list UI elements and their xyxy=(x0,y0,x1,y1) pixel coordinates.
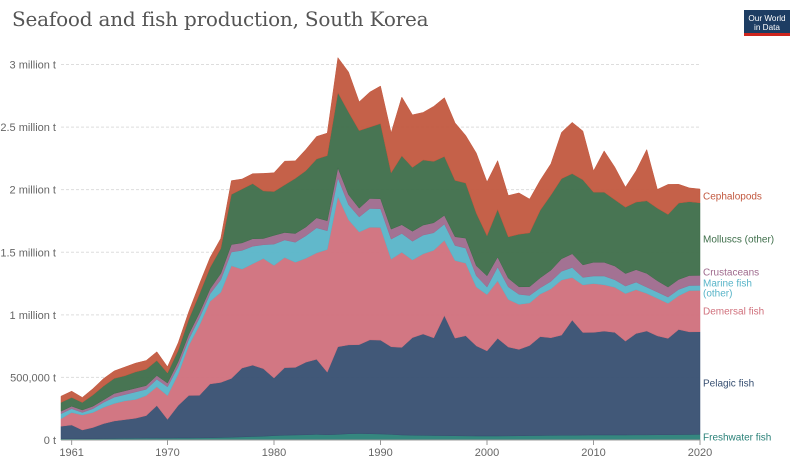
series-areas xyxy=(60,56,701,441)
x-tick-label: 2010 xyxy=(581,447,605,459)
logo-line-1: Our World xyxy=(748,14,786,23)
series-label[interactable]: Marine fish (other) xyxy=(703,278,752,299)
x-tick-label: 1990 xyxy=(368,447,392,459)
y-tick-label: 1.5 million t xyxy=(0,247,56,259)
x-tick-label: 2000 xyxy=(475,447,499,459)
logo-line-2: in Data xyxy=(754,23,780,32)
axes: 0 t 500,000 t 1 million t 1.5 million t 2 mi… xyxy=(0,60,712,459)
y-tick-label: 2.5 million t xyxy=(0,122,56,134)
y-tick-label: 1 million t xyxy=(10,310,56,322)
series-label[interactable]: Demersal fish xyxy=(703,307,764,318)
series-label[interactable]: Molluscs (other) xyxy=(703,235,774,246)
x-tick-label: 2020 xyxy=(688,447,712,459)
y-tick-label: 3 million t xyxy=(10,60,56,72)
series-labels: Freshwater fish Pelagic fish Demersal fish… xyxy=(703,191,774,443)
series-label[interactable]: Pelagic fish xyxy=(703,379,754,390)
series-label[interactable]: Crustaceans xyxy=(703,267,759,278)
y-tick-label: 2 million t xyxy=(10,185,56,197)
x-tick-label: 1980 xyxy=(262,447,286,459)
series-label[interactable]: Cephalopods xyxy=(703,191,762,202)
x-tick-label: 1970 xyxy=(155,447,179,459)
y-tick-label: 500,000 t xyxy=(10,372,56,384)
owid-logo[interactable]: Our World in Data xyxy=(744,10,790,36)
x-tick-label: 1961 xyxy=(59,447,83,459)
series-label[interactable]: Freshwater fish xyxy=(703,433,771,444)
area-cephalopods[interactable] xyxy=(60,56,701,403)
y-tick-label: 0 t xyxy=(44,435,56,447)
chart-title: Seafood and fish production, South Korea xyxy=(12,7,429,31)
